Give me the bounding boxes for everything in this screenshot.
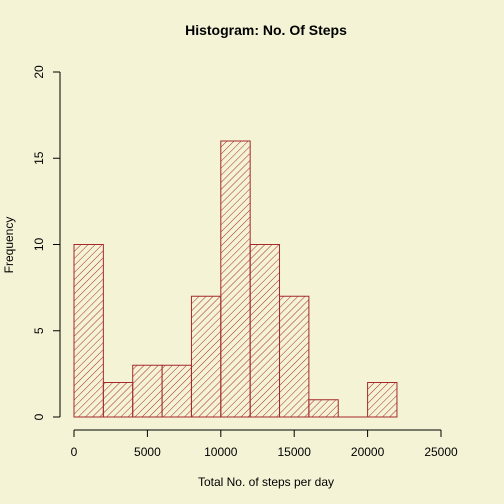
x-tick-label: 20000 — [351, 445, 385, 459]
x-tick-label: 0 — [71, 445, 78, 459]
y-tick-label: 20 — [32, 65, 46, 79]
x-tick-label: 25000 — [424, 445, 458, 459]
histogram-bar-5 — [220, 140, 251, 418]
chart-title: Histogram: No. Of Steps — [185, 22, 347, 38]
y-tick-label: 15 — [32, 151, 46, 165]
x-axis: 0 5000 10000 15000 20000 25000 — [71, 429, 458, 459]
x-tick-label: 5000 — [134, 445, 161, 459]
y-tick-label: 0 — [32, 413, 46, 420]
histogram-bar-0 — [73, 244, 104, 418]
histogram-bar-1 — [102, 382, 134, 418]
y-axis: 0 5 10 15 20 — [32, 65, 61, 420]
x-tick-label: 10000 — [204, 445, 238, 459]
y-axis-label: Frequency — [2, 217, 16, 274]
histogram-bar-4 — [190, 295, 222, 418]
histogram-bar-7 — [279, 295, 310, 418]
y-tick-label: 10 — [32, 238, 46, 252]
histogram-bar-10 — [367, 382, 398, 418]
histogram-bar-6 — [249, 244, 281, 418]
y-tick-label: 5 — [32, 327, 46, 334]
x-axis-label: Total No. of steps per day — [198, 475, 334, 489]
histogram-bars — [73, 140, 398, 418]
x-tick-label: 15000 — [278, 445, 312, 459]
histogram-bar-2 — [132, 364, 163, 418]
histogram-bar-3 — [161, 364, 192, 418]
histogram-bar-8 — [308, 399, 339, 418]
